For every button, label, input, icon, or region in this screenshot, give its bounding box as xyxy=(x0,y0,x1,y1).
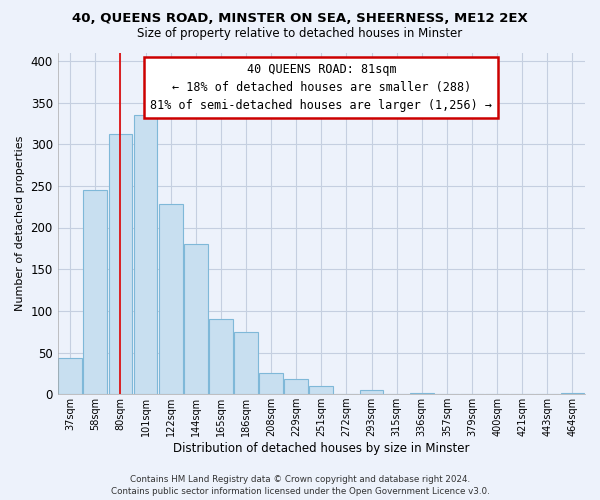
Bar xyxy=(184,244,208,394)
Bar xyxy=(83,190,107,394)
Bar xyxy=(159,204,182,394)
Text: Size of property relative to detached houses in Minster: Size of property relative to detached ho… xyxy=(137,28,463,40)
X-axis label: Distribution of detached houses by size in Minster: Distribution of detached houses by size … xyxy=(173,442,470,455)
Bar xyxy=(134,115,157,394)
Text: 40 QUEENS ROAD: 81sqm
← 18% of detached houses are smaller (288)
81% of semi-det: 40 QUEENS ROAD: 81sqm ← 18% of detached … xyxy=(151,62,493,112)
Text: Contains HM Land Registry data © Crown copyright and database right 2024.
Contai: Contains HM Land Registry data © Crown c… xyxy=(110,474,490,496)
Text: 40, QUEENS ROAD, MINSTER ON SEA, SHEERNESS, ME12 2EX: 40, QUEENS ROAD, MINSTER ON SEA, SHEERNE… xyxy=(72,12,528,26)
Bar xyxy=(560,392,584,394)
Bar xyxy=(209,319,233,394)
Bar xyxy=(259,374,283,394)
Bar xyxy=(359,390,383,394)
Bar xyxy=(410,392,434,394)
Y-axis label: Number of detached properties: Number of detached properties xyxy=(15,136,25,311)
Bar xyxy=(310,386,333,394)
Bar xyxy=(284,379,308,394)
Bar xyxy=(109,134,133,394)
Bar xyxy=(58,358,82,394)
Bar xyxy=(234,332,258,394)
